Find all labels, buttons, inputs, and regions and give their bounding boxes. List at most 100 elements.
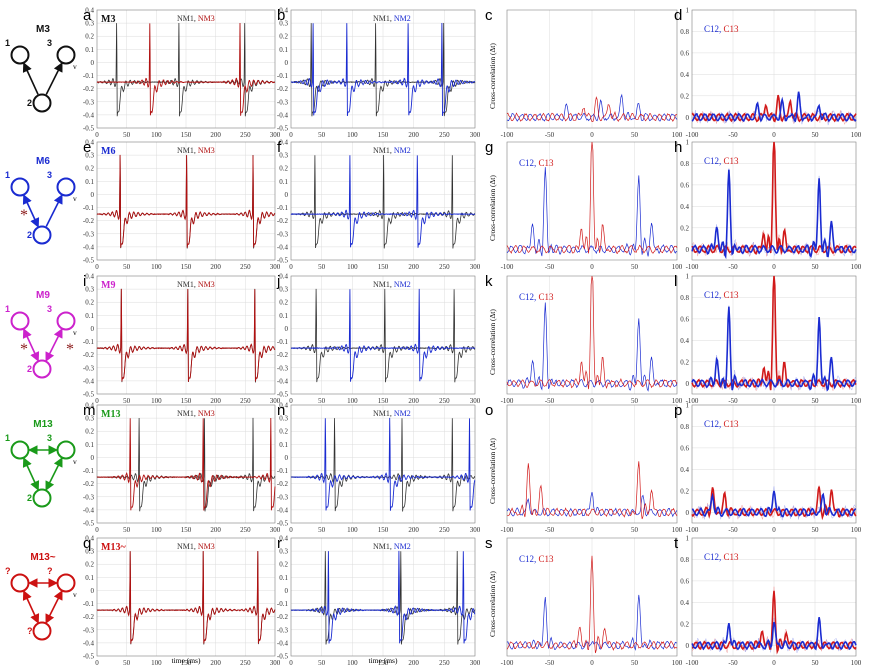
y-tick-label: 0.4 [680,203,689,211]
y-tick-label: 0.2 [85,428,94,436]
y-tick-label: -0.3 [83,493,95,501]
motif-node [10,573,30,593]
motif-edge [45,590,63,624]
y-tick-label: 0.6 [680,577,689,585]
cc-legend: C12, C13 [704,552,739,562]
x-tick-label: 100 [347,659,358,666]
x-tick-label: 0 [590,659,594,666]
motif-node [56,573,76,593]
motif-node-label: 3 [47,433,52,443]
x-tick-label: 100 [672,397,683,405]
y-tick-label: -0.1 [277,72,289,80]
y-tick-label: 0.3 [279,20,288,28]
motif-diagram-m6: M6 1 3 2 * [5,156,76,245]
y-tick-label: 0.1 [85,46,94,54]
y-tick-label: -0.5 [83,520,95,528]
y-tick-label: 0.6 [680,49,689,57]
plot-frame [506,9,678,129]
y-tick-label: 0.1 [279,312,288,320]
y-tick-label: -0.1 [83,204,95,212]
plot-frame [691,9,857,129]
series-nm1 [96,22,276,117]
y-tick-label: -0.1 [83,467,95,475]
cc-y-axis-label: Cross-correlation (Δt) [488,43,497,109]
y-tick-label: -0.5 [83,653,95,661]
x-tick-label: 200 [408,659,419,666]
trace-panel-nm3: 0.40.30.20.10-0.1-0.2-0.3-0.4-0.50 50 100 1… [83,7,281,140]
y-tick-label: 0.1 [85,312,94,320]
x-tick-label: 0 [95,131,99,139]
x-tick-label: 250 [439,131,450,139]
y-tick-label: 0.4 [279,139,288,147]
x-tick-label: 100 [151,263,162,271]
x-tick-label: 150 [378,526,389,534]
y-tick-label: 0.2 [85,299,94,307]
legend: NM1, NM3 [177,146,215,155]
y-tick-label: 0.8 [680,28,689,36]
legend-nm1: NM1, [373,409,394,418]
legend-c12: C12, [519,158,539,168]
y-tick-label: 0 [91,587,95,595]
series-c13 [506,96,678,123]
plot-frame [290,537,476,657]
x-tick-label: 0 [772,526,776,534]
legend-nm1: NM1, [177,14,198,23]
motif-tag: M13~ [101,542,126,553]
legend-nm2: NM2 [394,409,411,418]
y-tick-label: -0.3 [83,364,95,372]
cc-panel: -100 -50 0 50 100 [501,9,683,139]
x-tick-label: 50 [318,263,326,271]
y-tick-label: 0.2 [279,165,288,173]
panel-letter: p [674,402,682,419]
y-tick-label: -0.5 [277,391,289,399]
x-tick-label: 150 [181,131,192,139]
y-tick-label: -0.4 [83,243,95,251]
panel-letter: m [83,402,96,419]
y-tick-label: -0.4 [83,377,95,385]
y-axis-label: v [73,457,77,466]
cc-mean-panel: 1 0.8 0.6 0.4 0.2 0 -100 -50 0 50 100 C12, C13 [680,139,862,272]
significance-star: * [66,341,74,358]
series-nm2 [290,417,476,511]
legend-nm1: NM1, [373,146,394,155]
motif-label: M13 [33,419,53,430]
y-tick-label: -0.3 [277,626,289,634]
y-tick-label: -0.4 [277,111,289,119]
y-tick-label: 0.1 [85,178,94,186]
x-axis-label: time (ms) [172,656,201,665]
x-tick-label: 300 [470,659,481,666]
x-tick-label: 100 [851,397,862,405]
plot-frame [290,275,476,395]
motif-node-label: 1 [5,38,10,48]
y-tick-label: -0.1 [277,338,289,346]
x-tick-label: 100 [347,263,358,271]
plot-frame [290,404,476,524]
y-tick-label: 0.4 [85,402,94,410]
cc-y-axis-label: Cross-correlation (Δt) [488,309,497,375]
trace-panel-nm3: 0.40.30.20.10-0.1-0.2-0.3-0.4-0.50 50 100 1… [83,273,281,406]
x-tick-label: 0 [289,263,293,271]
x-tick-label: 100 [151,397,162,405]
motif-tag: M6 [101,146,115,157]
x-tick-label: 250 [240,659,251,666]
cc-mean-panel: 1 0.8 0.6 0.4 0.2 0 -100 -50 0 50 100 C12, C13 [680,273,862,406]
motif-node-label: 1 [5,304,10,314]
x-tick-label: 250 [439,659,450,666]
y-tick-label: 0.4 [85,535,94,543]
legend-c13: C13 [724,419,740,429]
x-tick-label: 100 [672,526,683,534]
x-tick-label: -100 [501,397,514,405]
motif-label: M6 [36,156,50,167]
y-tick-label: 0 [285,59,289,67]
y-tick-label: 0 [91,454,95,462]
cc-legend: C12, C13 [704,24,739,34]
y-tick-label: -0.5 [277,653,289,661]
y-tick-label: 1 [686,402,690,410]
x-tick-label: 50 [123,659,131,666]
x-tick-label: -50 [545,397,555,405]
panel-letter: i [83,273,86,290]
y-tick-label: -0.4 [83,639,95,647]
trace-panel-nm2: 0.40.30.20.10-0.1-0.2-0.3-0.4-0.50 50 100 1… [277,273,481,406]
y-tick-label: -0.2 [277,217,289,225]
x-tick-label: 50 [318,659,326,666]
